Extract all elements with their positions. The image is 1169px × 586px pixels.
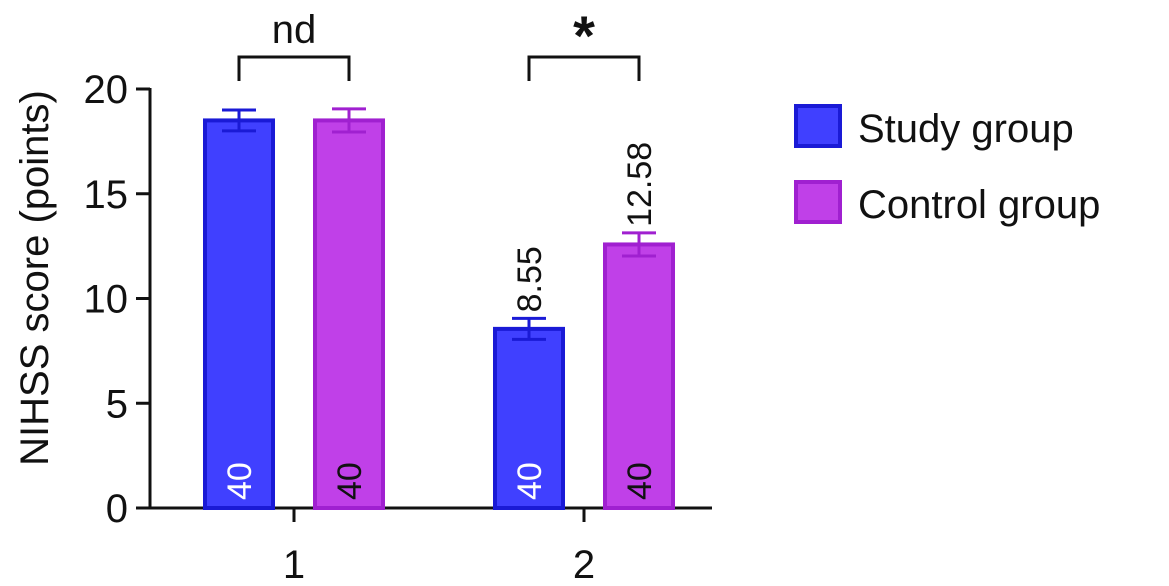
- bar-value-label: 8.55: [511, 246, 549, 312]
- legend: Study group Control group: [794, 104, 1100, 227]
- y-tick-label: 5: [106, 382, 128, 426]
- legend-label: Control group: [858, 183, 1100, 227]
- bar: [313, 118, 385, 511]
- bar-n-label: 40: [221, 462, 259, 500]
- y-axis-title: NIHSS score (points): [13, 90, 57, 466]
- significance-bracket: [237, 55, 351, 81]
- bar: [203, 118, 275, 511]
- x-tick-label: 2: [573, 543, 595, 586]
- legend-label: Study group: [858, 107, 1074, 151]
- significance-bracket: [527, 55, 641, 81]
- bar-n-label: 40: [621, 462, 659, 500]
- bar-n-label: 40: [331, 462, 369, 500]
- plot-area: 0 5 10 15 20 1 2 40 40 8.55 40 40 12.58 nd *: [84, 4, 712, 586]
- bar-n-label: 40: [511, 462, 549, 500]
- legend-swatch: [794, 104, 842, 148]
- y-tick-label: 15: [84, 173, 129, 217]
- legend-swatch: [794, 180, 842, 224]
- y-tick-label: 10: [84, 278, 129, 322]
- significance-label: *: [573, 4, 595, 67]
- y-tick-label: 20: [84, 68, 129, 112]
- y-tick-label: 0: [106, 487, 128, 531]
- x-tick-label: 1: [283, 543, 305, 586]
- bar: [493, 326, 565, 510]
- bar-value-label: 12.58: [621, 142, 659, 227]
- significance-label: nd: [272, 8, 317, 52]
